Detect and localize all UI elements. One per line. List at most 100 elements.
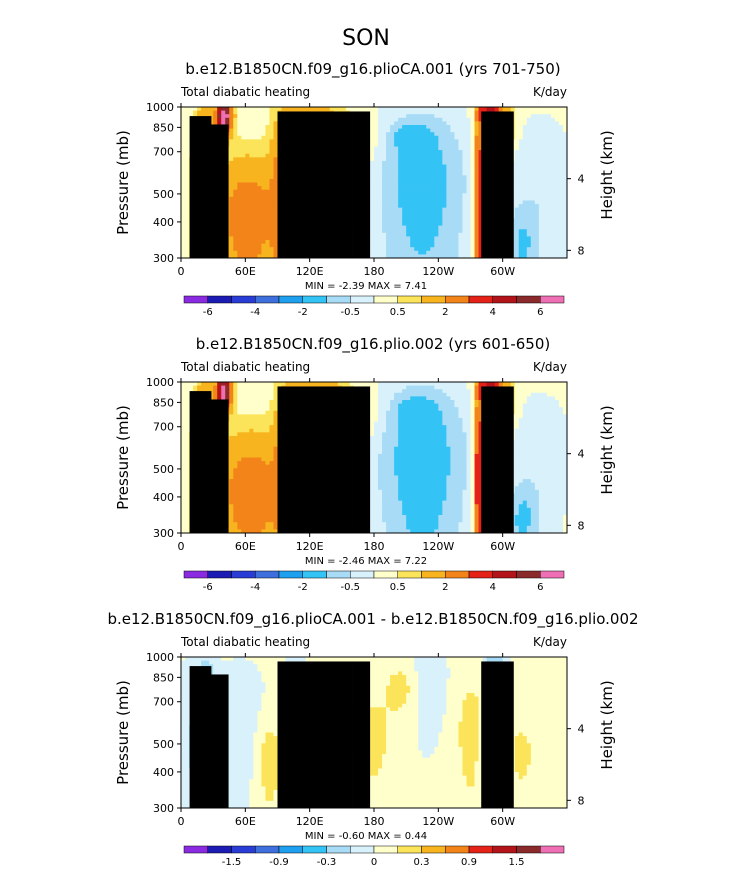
field-cell xyxy=(462,254,467,259)
field-cell xyxy=(530,218,536,223)
field-cell xyxy=(534,207,540,212)
field-cell xyxy=(514,389,520,394)
field-cell xyxy=(562,107,568,111)
topography-column xyxy=(356,111,360,258)
field-cell xyxy=(406,186,411,191)
field-cell xyxy=(265,225,270,230)
field-cell xyxy=(470,399,475,404)
field-cell xyxy=(390,385,395,390)
field-cell xyxy=(253,410,258,415)
field-cell xyxy=(390,121,395,126)
field-cell xyxy=(386,240,391,245)
y-axis-right-title: Height (km) xyxy=(598,130,616,219)
field-cell xyxy=(530,222,536,227)
field-cell xyxy=(394,142,399,147)
field-cell xyxy=(542,254,548,259)
field-cell xyxy=(466,121,471,126)
field-cell xyxy=(530,236,536,241)
field-cell xyxy=(261,389,266,394)
field-cell xyxy=(554,218,560,223)
field-cell xyxy=(369,124,375,129)
field-cell xyxy=(213,117,218,122)
field-cell xyxy=(374,385,379,390)
field-cell xyxy=(454,247,459,252)
field-cell xyxy=(546,135,552,140)
field-cell xyxy=(390,128,395,133)
field-cell xyxy=(458,121,463,126)
field-cell xyxy=(257,139,262,144)
field-cell xyxy=(446,399,451,404)
colorbar-swatch xyxy=(468,295,493,304)
field-cell xyxy=(518,396,524,401)
field-cell xyxy=(514,128,520,133)
field-cell xyxy=(245,407,250,412)
field-cell xyxy=(313,107,319,111)
topography-column xyxy=(318,111,321,258)
field-cell xyxy=(446,107,451,111)
field-cell xyxy=(542,247,548,252)
field-cell xyxy=(462,218,467,223)
field-cell xyxy=(530,114,536,119)
field-cell xyxy=(426,153,431,158)
field-cell xyxy=(438,114,443,119)
field-cell xyxy=(406,128,411,133)
field-cell xyxy=(554,142,560,147)
field-cell xyxy=(434,250,439,255)
field-cell xyxy=(273,132,278,137)
field-cell xyxy=(414,214,419,219)
field-cell xyxy=(518,139,524,144)
field-cell xyxy=(442,150,447,155)
field-cell xyxy=(546,243,552,248)
field-cell xyxy=(478,254,483,259)
field-cell xyxy=(514,110,520,115)
field-cell xyxy=(470,225,475,230)
field-cell xyxy=(562,150,568,155)
field-cell xyxy=(253,243,258,248)
field-cell xyxy=(369,135,375,140)
field-cell xyxy=(470,114,475,119)
field-cell xyxy=(478,157,483,162)
field-cell xyxy=(466,399,471,404)
field-cell xyxy=(450,107,455,111)
field-cell xyxy=(550,382,556,386)
field-cell xyxy=(462,157,467,162)
field-cell xyxy=(538,117,544,122)
topography-column xyxy=(202,116,205,258)
field-cell xyxy=(514,182,520,187)
field-cell xyxy=(289,107,294,111)
field-cell xyxy=(261,254,266,259)
field-cell xyxy=(406,142,411,147)
field-cell xyxy=(518,157,524,162)
field-cell xyxy=(426,124,431,129)
field-cell xyxy=(538,186,544,191)
field-cell xyxy=(434,160,439,165)
field-cell xyxy=(438,407,443,412)
field-cell xyxy=(538,240,544,245)
field-cell xyxy=(265,157,270,162)
field-cell xyxy=(374,254,379,259)
field-cell xyxy=(558,114,564,119)
field-cell xyxy=(374,204,379,209)
field-cell xyxy=(534,250,540,255)
field-cell xyxy=(534,218,540,223)
field-cell xyxy=(382,142,387,147)
field-cell xyxy=(374,211,379,216)
colorbar-swatch xyxy=(183,295,208,304)
field-cell xyxy=(261,160,266,165)
field-cell xyxy=(273,186,278,191)
field-cell xyxy=(418,175,423,180)
field-cell xyxy=(269,204,274,209)
field-cell xyxy=(542,114,548,119)
field-cell xyxy=(466,157,471,162)
field-cell xyxy=(546,107,552,111)
field-cell xyxy=(181,110,186,115)
field-cell xyxy=(273,225,278,230)
field-cell xyxy=(374,175,379,180)
field-cell xyxy=(462,243,467,248)
field-cell xyxy=(289,382,294,386)
field-cell xyxy=(418,232,423,237)
field-cell xyxy=(470,389,475,394)
field-cell xyxy=(546,178,552,183)
field-cell xyxy=(478,139,483,144)
field-cell xyxy=(245,182,250,187)
